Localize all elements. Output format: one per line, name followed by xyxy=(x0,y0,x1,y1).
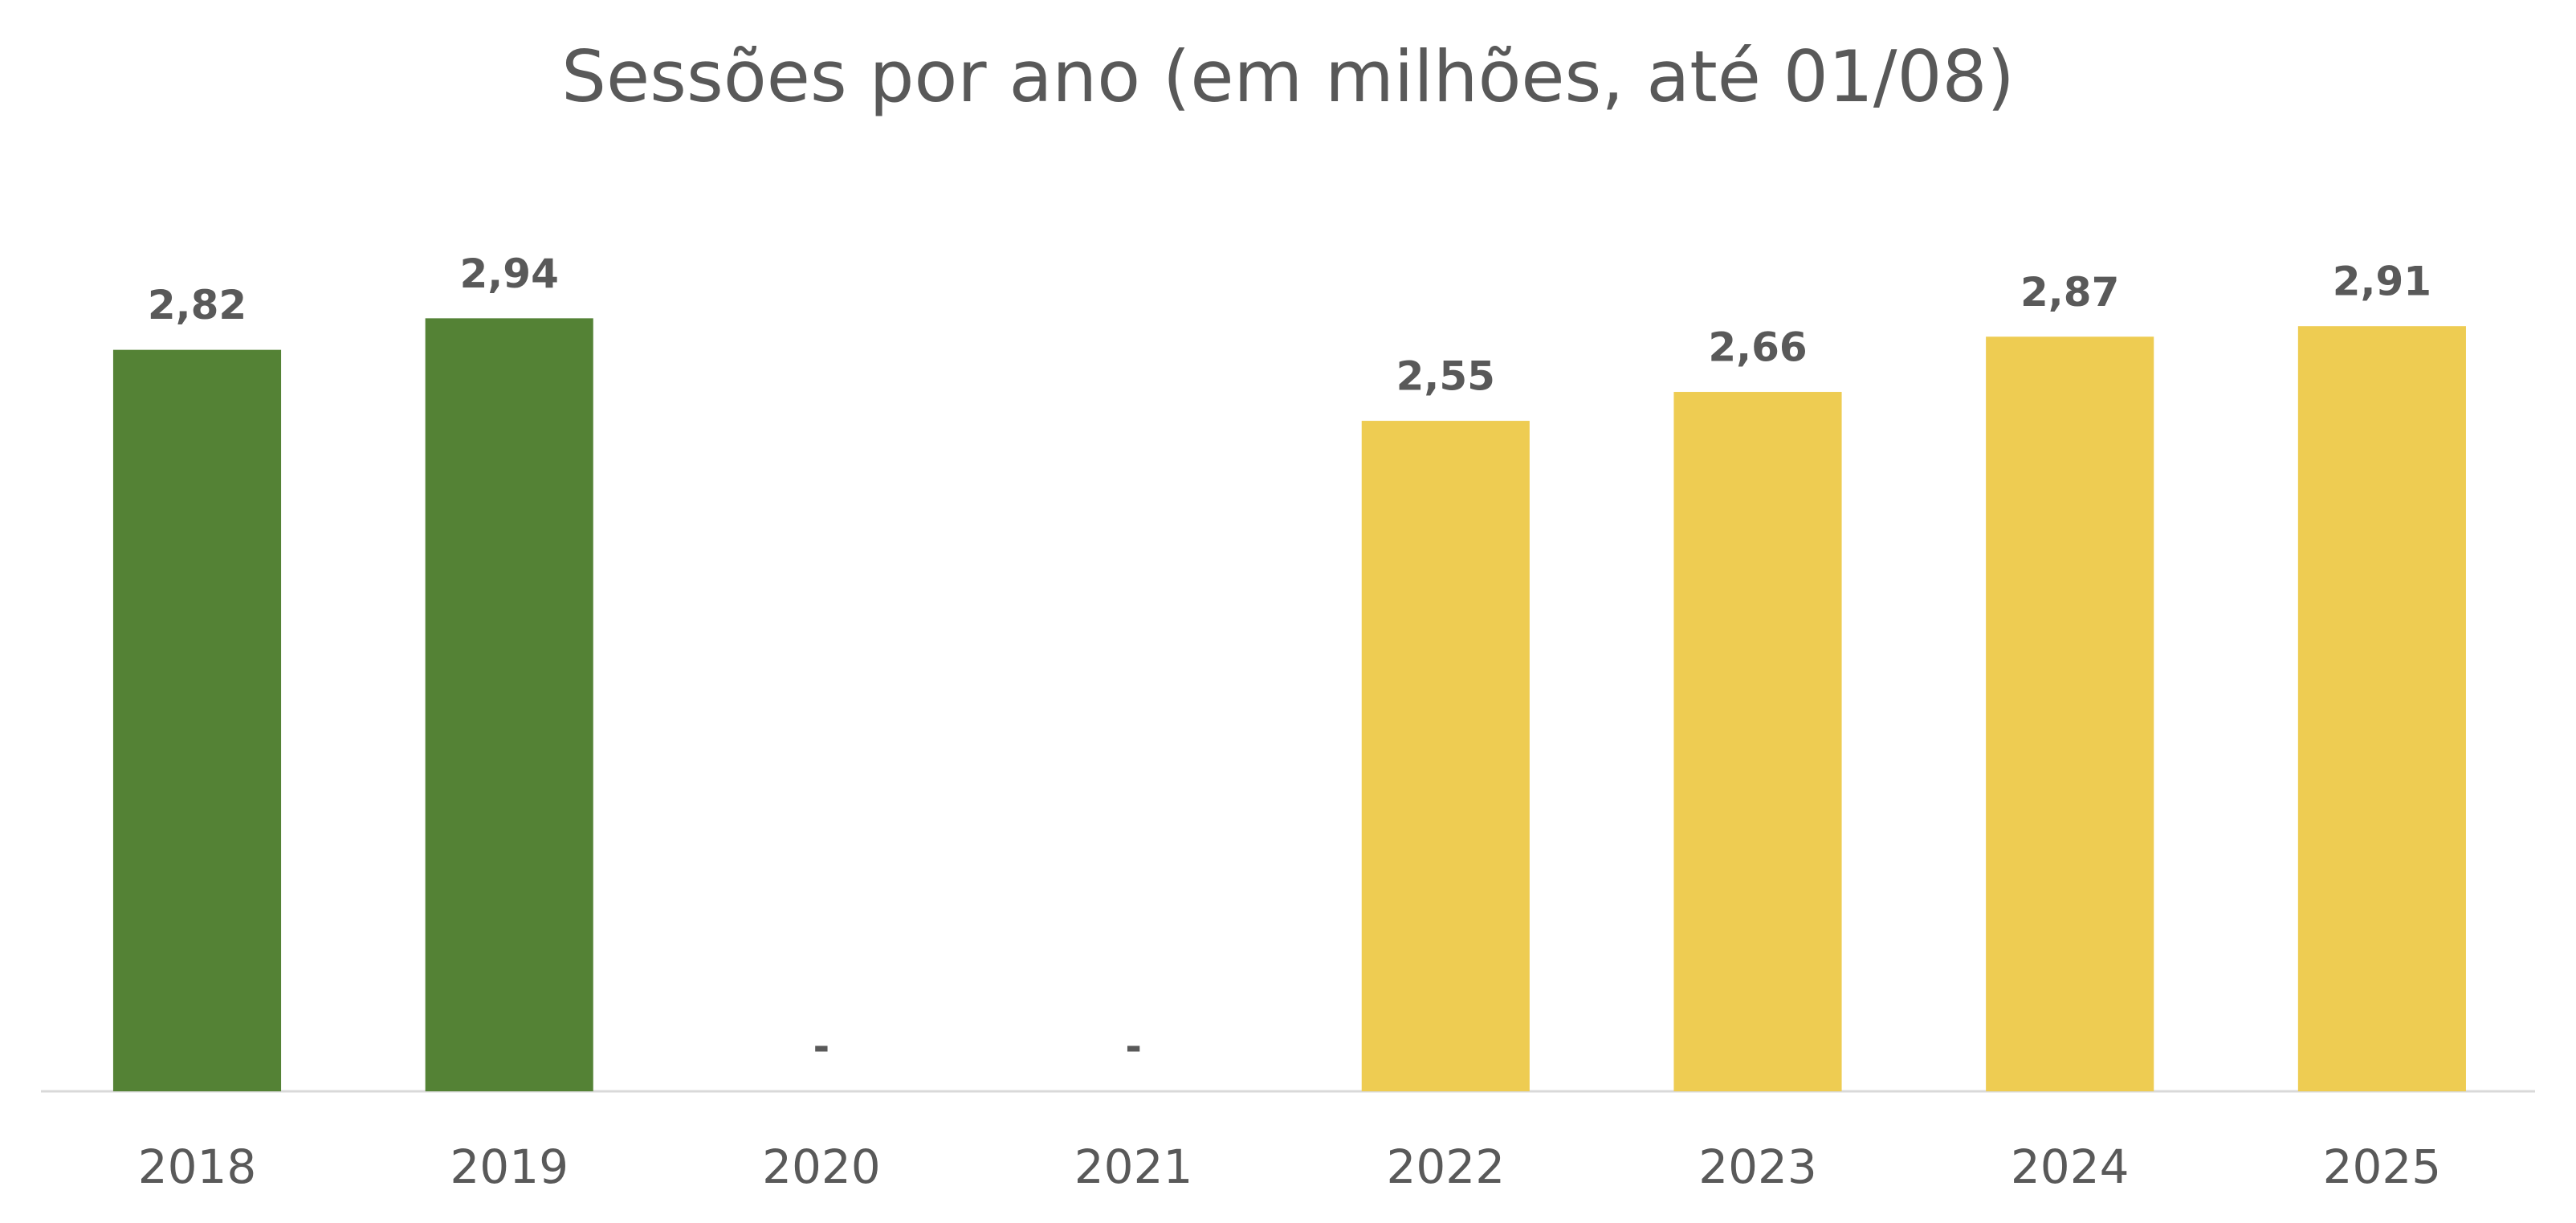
value-label: 2,66 xyxy=(1708,324,1807,371)
x-tick-label: 2018 xyxy=(138,1139,257,1194)
value-label: 2,55 xyxy=(1396,353,1495,400)
x-tick-label: 2022 xyxy=(1386,1139,1505,1194)
x-tick-label: 2023 xyxy=(1698,1139,1817,1194)
x-tick-label: 2024 xyxy=(2011,1139,2130,1194)
bar xyxy=(1986,336,2154,1091)
value-label: 2,94 xyxy=(460,251,559,297)
bar xyxy=(425,318,593,1091)
bar xyxy=(1673,392,1842,1091)
x-tick-label: 2020 xyxy=(762,1139,881,1194)
value-label: 2,91 xyxy=(2333,259,2431,305)
value-label: - xyxy=(813,1024,830,1070)
bar xyxy=(2297,326,2466,1091)
value-label: - xyxy=(1125,1024,1142,1070)
bar xyxy=(1361,421,1530,1091)
x-tick-label: 2019 xyxy=(450,1139,569,1194)
x-tick-label: 2021 xyxy=(1074,1139,1193,1194)
chart-title: Sessões por ano (em milhões, até 01/08) xyxy=(561,35,2015,118)
value-label: 2,82 xyxy=(148,282,247,328)
x-tick-label: 2025 xyxy=(2323,1139,2442,1194)
value-label: 2,87 xyxy=(2020,269,2119,316)
bar xyxy=(112,349,282,1091)
